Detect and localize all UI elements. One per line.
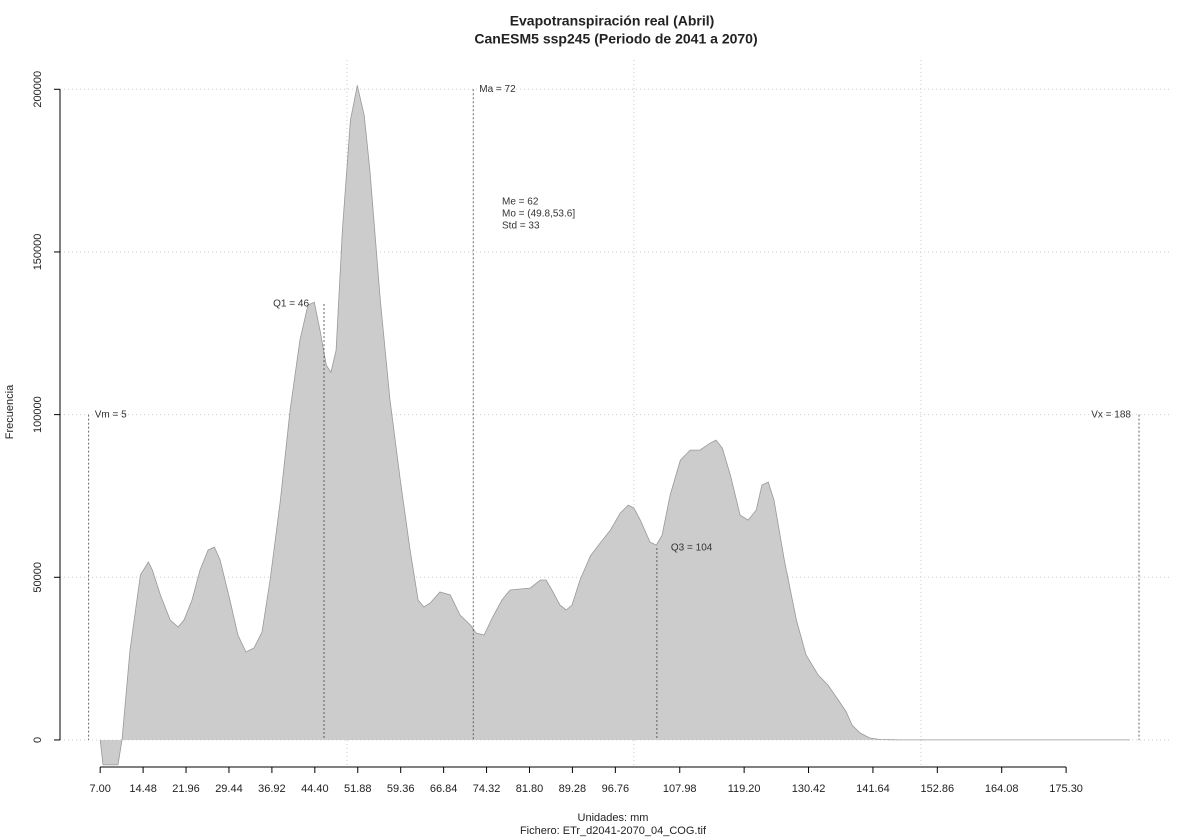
y-axis-label: Frecuencia [4,384,16,439]
x-tick-label: 152.86 [920,783,954,795]
x-tick-label: 36.92 [258,783,286,795]
chart-subtitle: CanESM5 ssp245 (Periodo de 2041 a 2070) [474,31,757,47]
annotation-label: Vm = 5 [95,409,127,420]
x-tick-label: 130.42 [792,783,826,795]
x-tick-label: 89.28 [559,783,587,795]
y-tick-label: 50000 [32,562,44,593]
caption: Fichero: ETr_d2041-2070_04_COG.tif [520,825,707,837]
stat-label: Me = 62 [502,197,539,208]
x-tick-label: 59.36 [387,783,415,795]
x-tick-label: 81.80 [516,783,544,795]
x-tick-label: 175.30 [1049,783,1083,795]
annotation-label: Vx = 188 [1091,409,1131,420]
chart-title: Evapotranspiración real (Abril) [510,13,715,29]
y-tick-label: 200000 [32,71,44,108]
x-axis-label: Unidades: mm [578,812,649,824]
x-tick-label: 96.76 [602,783,630,795]
x-tick-label: 21.96 [172,783,200,795]
x-tick-label: 51.88 [344,783,372,795]
y-tick-label: 0 [32,737,44,743]
y-tick-label: 100000 [32,396,44,433]
x-tick-label: 74.32 [473,783,501,795]
y-tick-label: 150000 [32,234,44,271]
density-line [99,85,1130,766]
x-tick-label: 14.48 [129,783,157,795]
x-tick-label: 119.20 [728,783,761,795]
x-tick-label: 141.64 [856,783,890,795]
x-tick-label: 66.84 [430,783,458,795]
density-area [100,85,1130,765]
x-tick-label: 44.40 [301,783,329,795]
x-tick-label: 7.00 [89,783,110,795]
stat-label: Mo = (49.8,53.6] [502,209,575,220]
stat-label: Std = 33 [502,221,540,232]
annotation-label: Q3 = 104 [671,543,713,554]
x-tick-label: 29.44 [215,783,243,795]
x-tick-label: 107.98 [663,783,697,795]
annotation-label: Ma = 72 [479,84,516,95]
annotation-label: Q1 = 46 [273,299,309,310]
x-tick-label: 164.08 [985,783,1019,795]
